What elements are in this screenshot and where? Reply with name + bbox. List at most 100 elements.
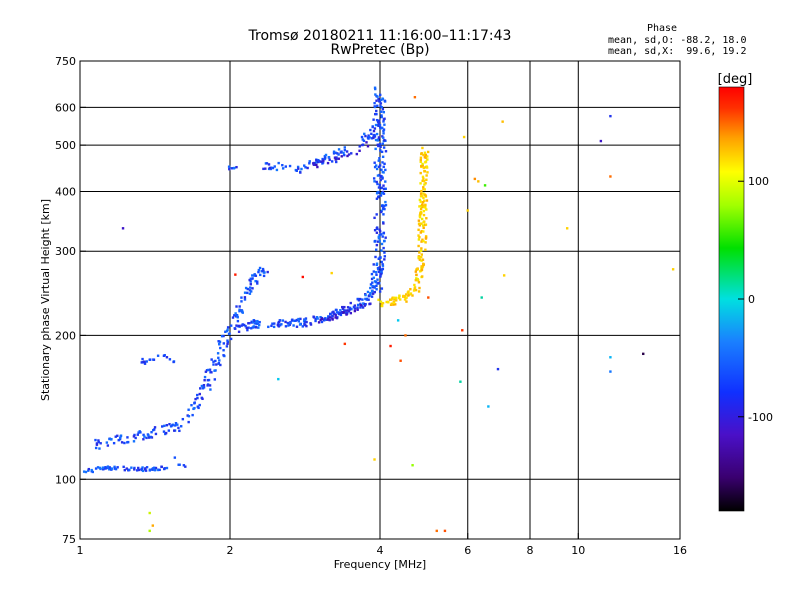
trace-point (424, 166, 427, 169)
trace-point (293, 319, 296, 323)
trace-point (361, 138, 364, 141)
trace-point (247, 326, 250, 329)
trace-point (171, 424, 174, 427)
trace-point (425, 166, 429, 169)
trace-point (122, 465, 125, 469)
trace-point (97, 439, 100, 442)
trace-point (346, 309, 349, 312)
trace-point (149, 435, 152, 439)
trace-point (251, 287, 254, 290)
trace-point (332, 152, 336, 155)
trace-point (150, 436, 154, 439)
trace-point (349, 311, 353, 315)
trace-point (248, 278, 251, 282)
trace-point (234, 312, 237, 315)
trace-point (168, 422, 171, 426)
trace-point (235, 305, 238, 308)
scatter-point (496, 367, 500, 371)
trace-point (229, 324, 233, 327)
trace-point (364, 134, 367, 138)
trace-point (387, 301, 390, 304)
trace-point (383, 239, 386, 243)
trace-point (196, 405, 199, 408)
trace-point (300, 167, 303, 171)
trace-point (420, 212, 423, 215)
trace-point (375, 197, 379, 200)
trace-point (361, 143, 365, 146)
trace-point (268, 166, 272, 170)
trace-point (335, 316, 339, 320)
x-tick-label: 2 (227, 544, 234, 557)
trace-point (112, 441, 116, 445)
trace-point (359, 306, 362, 309)
trace-point (82, 470, 86, 473)
trace-point (419, 182, 422, 185)
trace-point (278, 324, 282, 327)
colorbar-ticks: 100 0 -100 (738, 175, 773, 424)
trace-point (382, 192, 386, 195)
trace-point (120, 441, 124, 444)
trace-point (374, 164, 378, 167)
trace-point (422, 205, 426, 209)
trace-point (319, 315, 322, 319)
trace-point (248, 286, 252, 289)
trace-point (284, 320, 287, 324)
trace-point (382, 187, 386, 191)
trace-point (369, 291, 372, 295)
trace-point (340, 155, 343, 158)
trace-point (343, 153, 346, 157)
trace-point (364, 297, 367, 301)
trace-point (292, 324, 295, 327)
trace-point (126, 436, 129, 439)
trace-point (179, 425, 183, 428)
trace-point (377, 97, 380, 101)
trace-point (377, 267, 380, 270)
trace-point (246, 291, 249, 295)
trace-point (340, 150, 343, 153)
trace-point (314, 319, 317, 323)
trace-point (251, 274, 254, 277)
trace-point (417, 281, 421, 284)
trace-point (372, 118, 375, 121)
trace-point (225, 329, 229, 333)
trace-point (256, 282, 259, 285)
trace-point (160, 465, 163, 469)
chart-subtitle: RwPretec (Bp) (330, 42, 429, 58)
trace-point (382, 136, 385, 139)
trace-point (254, 326, 258, 329)
trace-point (417, 244, 420, 248)
trace-point (312, 316, 316, 319)
trace-point (334, 158, 337, 161)
trace-point (374, 87, 377, 91)
trace-point (373, 127, 377, 130)
trace-point (321, 157, 324, 161)
trace-point (140, 361, 143, 364)
trace-point (420, 152, 423, 155)
trace-point (227, 165, 231, 168)
trace-point (380, 204, 384, 208)
trace-point (186, 414, 189, 417)
trace-point (380, 260, 383, 264)
scatter-point (148, 511, 151, 515)
trace-point (104, 466, 107, 469)
scatter-point (502, 274, 506, 277)
trace-point (257, 326, 260, 329)
trace-point (277, 161, 280, 165)
trace-point (418, 214, 422, 217)
trace-point (377, 186, 381, 189)
trace-point (424, 203, 427, 207)
trace-point (373, 216, 376, 220)
trace-point (420, 240, 423, 243)
trace-point (271, 166, 275, 170)
trace-point (222, 342, 226, 345)
trace-point (369, 286, 372, 290)
trace-point (341, 305, 344, 309)
trace-point (375, 118, 379, 122)
scatter-point (609, 175, 612, 178)
trace-point (417, 222, 421, 226)
trace-point (267, 163, 271, 166)
scatter-point (404, 334, 407, 337)
trace-point (138, 468, 141, 472)
trace-point (199, 387, 202, 390)
trace-point (418, 236, 421, 239)
